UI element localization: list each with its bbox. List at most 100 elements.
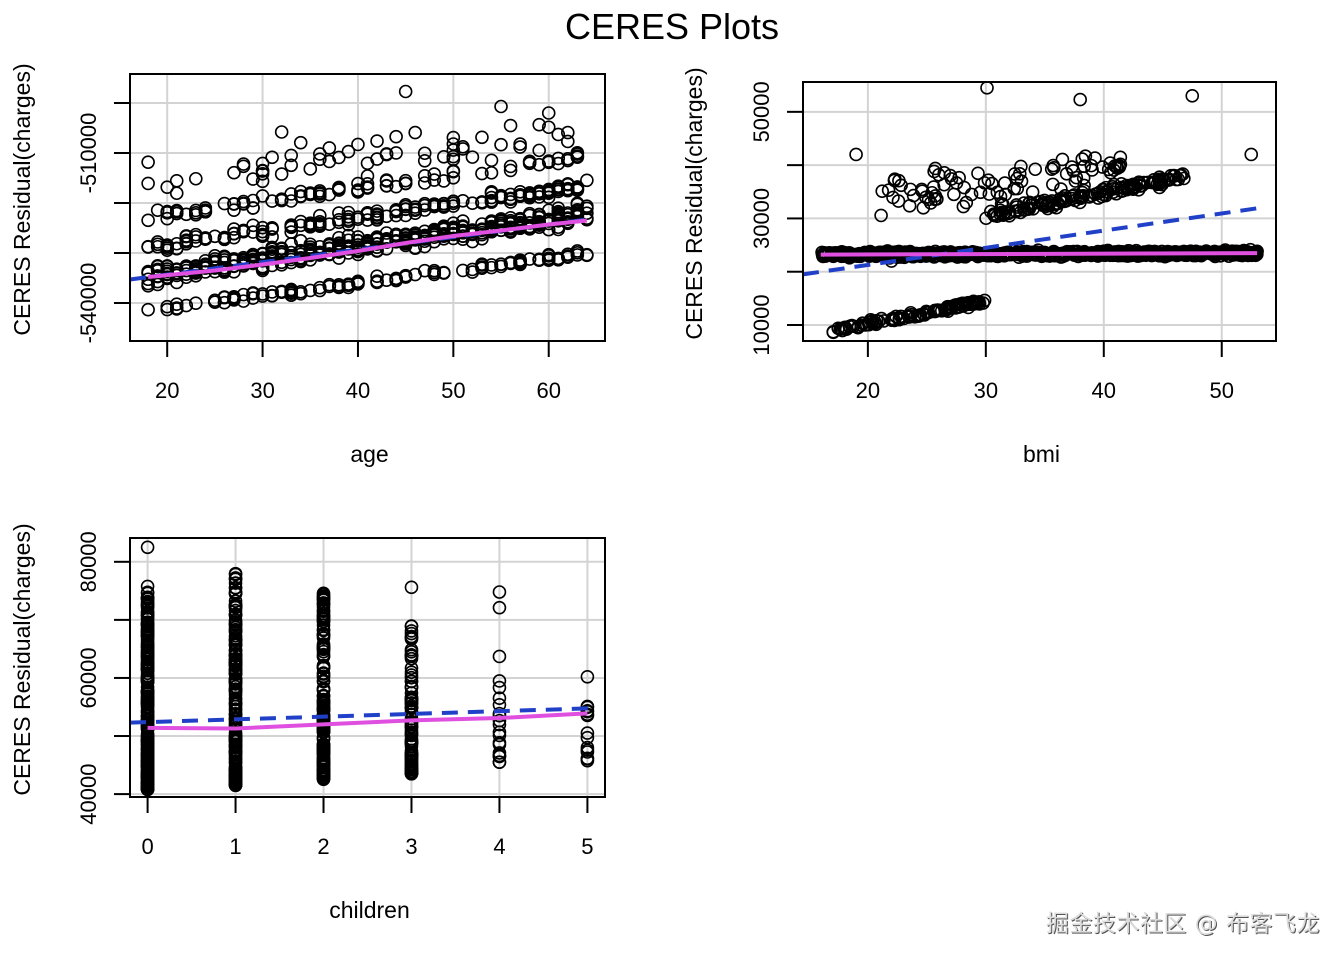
data-point [1103, 156, 1117, 170]
data-point [1185, 89, 1200, 103]
data-point [228, 776, 243, 791]
data-point [179, 236, 194, 251]
data-point [404, 651, 419, 666]
data-point [503, 118, 518, 133]
data-point [417, 224, 432, 239]
x-axis-title: children [329, 897, 410, 923]
data-point [492, 691, 507, 705]
y-tick-label: -510000 [76, 113, 101, 194]
data-point [140, 751, 155, 766]
data-point [522, 252, 537, 266]
data-point [492, 728, 507, 743]
data-point [316, 623, 331, 638]
data-point [1022, 202, 1037, 216]
data-point [404, 661, 419, 675]
data-point [541, 154, 556, 168]
data-point [140, 618, 155, 633]
data-point [227, 196, 241, 211]
data-point [580, 745, 595, 759]
data-point [551, 180, 566, 195]
data-point [316, 600, 331, 614]
panel-children: 0 1 2 3 4 5 40000 60000 80000 children CERES Resid… [9, 523, 606, 923]
data-point [494, 214, 508, 229]
data-point [1028, 162, 1043, 177]
data-point [1113, 150, 1128, 165]
data-point [494, 99, 508, 114]
data-point [140, 757, 155, 771]
data-point [580, 669, 595, 684]
data-point [293, 184, 308, 199]
data-point [255, 163, 270, 178]
data-point [437, 266, 451, 280]
data-point [313, 216, 327, 231]
data-point [561, 125, 575, 140]
data-point [228, 671, 243, 686]
data-point [141, 155, 155, 169]
data-point [141, 279, 155, 293]
data-point [389, 202, 403, 217]
data-point [141, 266, 155, 280]
data-point [417, 263, 432, 278]
data-point [140, 684, 155, 699]
data-point [494, 137, 508, 152]
panel-bmi: 20 30 40 50 10000 30000 50000 bmi CERES Residual… [681, 67, 1277, 467]
data-point [522, 206, 537, 221]
data-point [189, 262, 203, 276]
y-axis-title: CERES Residual(charges) [681, 67, 707, 339]
data-point [1094, 189, 1109, 204]
data-point [140, 621, 155, 636]
data-point [332, 278, 346, 292]
data-point [928, 192, 942, 207]
data-point [398, 270, 413, 284]
x-tick-label: 50 [441, 378, 465, 403]
data-point [303, 283, 318, 298]
data-point [937, 177, 951, 192]
data-point [227, 203, 241, 217]
data-point [1147, 175, 1161, 189]
data-point [1025, 185, 1040, 199]
plot-frame [802, 81, 1277, 342]
data-point [532, 117, 546, 132]
data-point [551, 201, 566, 216]
data-point [1069, 170, 1084, 185]
data-point [980, 81, 994, 95]
data-point [389, 146, 403, 160]
x-tick-label: 2 [317, 834, 329, 859]
data-point [446, 149, 461, 164]
data-point [198, 232, 213, 246]
data-point [389, 179, 403, 194]
data-point [389, 129, 403, 144]
data-point [484, 193, 499, 208]
data-point [341, 280, 356, 295]
data-point [1012, 203, 1027, 217]
data-point [255, 229, 270, 243]
x-tick-label: 40 [1092, 378, 1116, 403]
data-point [404, 732, 419, 746]
data-point [265, 221, 279, 235]
data-point [140, 605, 155, 619]
data-point [160, 259, 174, 274]
data-point [316, 698, 331, 713]
data-point [284, 194, 298, 208]
x-tick-label: 20 [856, 378, 880, 403]
x-axis-title: bmi [1023, 441, 1060, 467]
data-point [570, 244, 585, 258]
y-tick-label: 50000 [749, 81, 774, 142]
data-point [503, 187, 518, 202]
data-point [981, 173, 996, 187]
data-point [274, 258, 289, 272]
data-point [404, 756, 419, 771]
data-point [140, 640, 155, 654]
data-point [541, 120, 556, 135]
data-point [475, 217, 489, 231]
data-point [228, 653, 243, 668]
data-point [322, 141, 337, 155]
data-point [322, 277, 337, 292]
data-point [492, 749, 507, 763]
data-point [140, 591, 155, 606]
data-point [551, 184, 566, 199]
data-point [1055, 152, 1070, 167]
data-point [427, 167, 442, 181]
data-point [437, 198, 451, 213]
data-point [1046, 177, 1060, 192]
